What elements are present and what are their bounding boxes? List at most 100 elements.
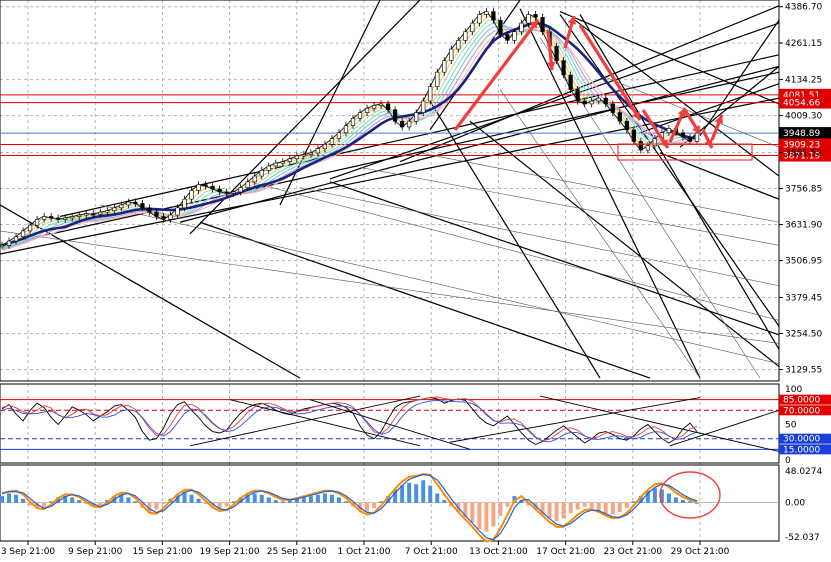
candle-body (112, 207, 117, 212)
macd-histogram-bar (98, 502, 103, 506)
macd-histogram-bar (673, 497, 678, 503)
candle-body (27, 224, 33, 232)
macd-histogram-bar (435, 493, 440, 503)
macd-histogram-bar (540, 502, 545, 515)
candle-body (603, 97, 608, 105)
candle-body (526, 14, 531, 24)
candle-body (84, 213, 89, 216)
candle-body (140, 203, 145, 209)
macd-series (0, 473, 779, 543)
trendline (0, 97, 780, 255)
macd-histogram-bar (315, 494, 320, 503)
price-level-label: 4054.66 (783, 99, 820, 109)
macd-histogram-bar (175, 494, 180, 503)
candle-body (589, 100, 594, 105)
candle-body (477, 14, 482, 24)
candle-body (294, 155, 299, 160)
candle-body (336, 132, 342, 139)
trendline-thin (499, 89, 701, 379)
macd-tick-label: 0.00 (785, 499, 805, 509)
candle-body (554, 45, 559, 61)
macd-histogram-bar (343, 501, 348, 503)
trendline-thin (249, 181, 780, 321)
macd-histogram-bar (280, 501, 285, 503)
candle-body (568, 74, 573, 90)
macd-histogram-bar (28, 502, 33, 506)
candle-body (596, 97, 601, 102)
candle-body (435, 71, 440, 87)
macd-histogram-bar (217, 502, 222, 510)
candle-body (505, 34, 510, 41)
price-tick-label: 4386.70 (785, 3, 822, 13)
price-tick-label: 3379.45 (785, 293, 822, 303)
macd-histogram-bar (680, 500, 685, 503)
candle-body (624, 120, 629, 131)
price-tick-label: 3506.95 (785, 257, 822, 267)
macd-histogram-bar (386, 496, 391, 503)
candle-body (182, 198, 187, 209)
macd-histogram-bar (266, 497, 271, 503)
macd-histogram-bar (119, 494, 124, 503)
macd-signal-line (1, 473, 698, 543)
trendline-thin (419, 152, 780, 223)
macd-histogram-bar (421, 480, 426, 503)
macd-histogram-bar (308, 496, 313, 503)
macd-histogram-bar (582, 502, 587, 507)
x-tick-label: 25 Sep 21:00 (267, 547, 327, 557)
candle-body (666, 128, 672, 134)
trendline (579, 14, 780, 350)
macd-histogram-bar (498, 502, 503, 516)
candle-body (463, 31, 468, 41)
candle-body (414, 112, 419, 122)
trendline-thin (99, 204, 780, 364)
candle-body (329, 138, 335, 145)
rsi-level-badge (779, 433, 831, 444)
macd-histogram-bar (231, 501, 236, 503)
macd-histogram-bar (695, 502, 699, 504)
macd-histogram-bar (687, 501, 692, 503)
candle-body (378, 103, 384, 106)
macd-histogram-bar (484, 502, 489, 532)
candle-body (133, 201, 138, 204)
trendline-thin (0, 230, 780, 344)
macd-histogram-bar (0, 496, 4, 503)
trendline-thin (299, 187, 780, 287)
macd-histogram-bar (519, 500, 524, 503)
candle-body (35, 219, 40, 226)
candle-body (322, 144, 328, 149)
rsi-signal-blue (1, 399, 698, 443)
candle-body (617, 112, 622, 122)
candle-body (168, 214, 173, 220)
macd-histogram-bar (329, 494, 334, 503)
candle-body (428, 86, 433, 102)
macd-histogram-bar (463, 502, 468, 518)
rsi-panel[interactable] (0, 383, 780, 464)
trendline (519, 8, 701, 379)
rsi-trendline (449, 397, 701, 443)
candle-body (561, 60, 566, 76)
price-tick-label: 3129.55 (785, 366, 822, 376)
macd-histogram-bar (238, 497, 243, 503)
candle-body (680, 132, 686, 138)
annotations (453, 15, 753, 519)
candle-body (540, 17, 545, 33)
candle-body (694, 132, 700, 142)
macd-histogram-bar (407, 482, 412, 503)
macd-histogram-bar (568, 502, 573, 514)
x-tick-label: 7 Oct 21:00 (405, 547, 458, 557)
macd-panel[interactable] (0, 464, 780, 542)
candle-body (357, 112, 363, 119)
candle-body (49, 216, 54, 219)
rsi-level-label: 70.0000 (783, 406, 820, 416)
price-panel[interactable] (0, 0, 780, 382)
candle-body (42, 216, 47, 220)
macd-histogram-bar (35, 502, 40, 508)
trendline (574, 19, 780, 177)
candle-body (238, 187, 243, 193)
price-tick-label: 3254.50 (785, 330, 822, 340)
candle-body (98, 211, 103, 215)
macd-histogram-bar (273, 500, 278, 503)
